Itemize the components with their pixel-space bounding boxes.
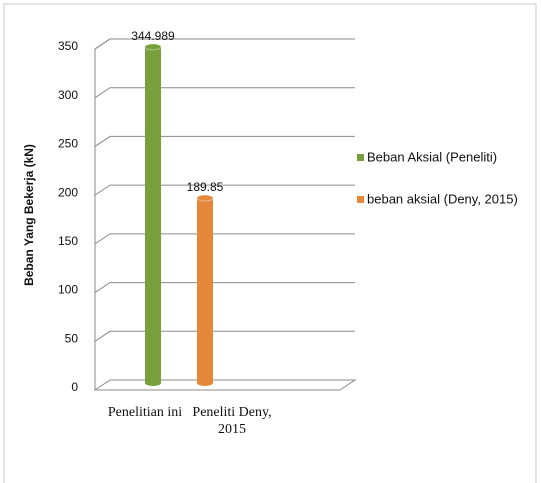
y-tick-label: 50	[65, 331, 79, 345]
y-tick-label: 350	[58, 39, 78, 53]
x-tick-label: Peneliti Deny, 2015	[192, 405, 272, 437]
grid-line	[94, 135, 355, 147]
legend-label: Beban Aksial (Peneliti)	[367, 149, 497, 164]
bar-base	[197, 380, 213, 386]
bar-top	[196, 194, 214, 202]
y-tick-label: 100	[58, 283, 78, 297]
y-tick-label: 200	[58, 185, 78, 199]
value-label: 189.85	[187, 180, 224, 194]
y-tick-label: 0	[71, 380, 78, 394]
grid-line	[94, 330, 355, 342]
grid-line	[94, 87, 355, 99]
bar	[197, 198, 213, 383]
bar-top	[144, 43, 162, 51]
grid-line	[94, 282, 355, 293]
grid-line	[94, 233, 355, 245]
bar-base	[145, 380, 161, 386]
y-axis-label: Beban Yang Bekerja (kN)	[22, 144, 36, 286]
legend-label: beban aksial (Deny, 2015)	[367, 191, 518, 206]
grid-line	[94, 38, 355, 50]
y-axis	[94, 38, 111, 390]
grid-line	[93, 379, 357, 391]
bar	[145, 46, 161, 384]
frame	[3, 3, 537, 483]
y-tick-label: 300	[58, 88, 78, 102]
y-tick-label: 250	[58, 137, 78, 151]
y-tick-label: 150	[58, 234, 78, 248]
grid-line	[94, 184, 355, 196]
legend-swatch	[357, 154, 364, 161]
legend-swatch	[357, 196, 364, 203]
value-label: 344.989	[131, 29, 175, 43]
x-tick-label: Penelitian ini	[107, 405, 183, 420]
